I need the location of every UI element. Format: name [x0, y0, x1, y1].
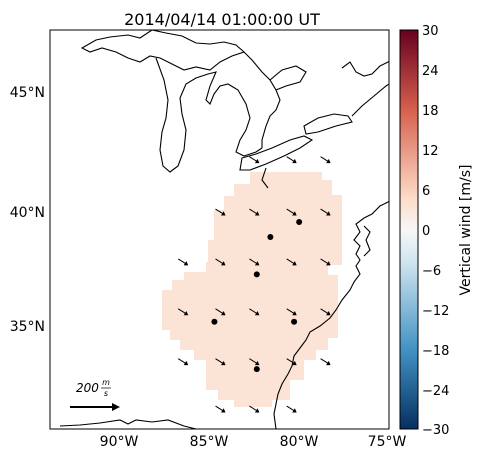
colorbar-tick-label: −24 [422, 384, 449, 399]
radar-station-marker [291, 318, 298, 325]
wind-arrow [286, 156, 297, 164]
wind-arrow [320, 308, 331, 316]
lake-ontario-outline [303, 113, 353, 135]
wind-field-region [162, 172, 342, 407]
wind-arrow [177, 358, 189, 366]
colorbar-tick-label: 0 [422, 224, 430, 239]
y-axis: 45°N 40°N 35°N [10, 85, 45, 335]
lake-erie-outline [239, 135, 314, 171]
wind-arrow [177, 258, 189, 266]
wind-arrow [215, 405, 226, 413]
colorbar-tick-label: 6 [422, 184, 430, 199]
wind-arrow [177, 308, 189, 316]
wind-arrow [320, 208, 331, 216]
wind-arrow [320, 358, 331, 366]
x-tick-label: 85°W [190, 434, 229, 450]
x-tick-label: 90°W [100, 434, 139, 450]
map-area: 200 m s [59, 30, 389, 429]
wind-arrow [286, 405, 297, 413]
scale-arrow-unit-num: m [102, 378, 110, 387]
lake-michigan-outline [155, 57, 263, 173]
wind-arrow [249, 358, 260, 366]
colorbar-label: Vertical wind [m/s] [458, 165, 474, 296]
colorbar-tick-label: −30 [422, 423, 449, 438]
wind-arrow [286, 358, 297, 366]
radar-station-marker [267, 233, 274, 240]
scale-arrow-value: 200 [76, 381, 99, 395]
colorbar-tick-label: 18 [422, 104, 439, 119]
wind-arrow [249, 258, 260, 266]
wind-arrow [286, 208, 297, 216]
colorbar: 30 24 18 12 6 0 −6 −12 −18 −24 −30 Verti… [399, 24, 474, 438]
gulf-coastline [59, 419, 210, 429]
wind-arrow [249, 156, 260, 164]
y-tick-label: 35°N [10, 319, 45, 335]
lake-huron-outline [243, 51, 281, 148]
wind-arrow [215, 308, 226, 316]
atlantic-coastline [273, 200, 389, 429]
radar-station-marker [253, 366, 260, 373]
y-tick-label: 45°N [10, 85, 45, 101]
coastlines [59, 30, 389, 429]
x-tick-label: 80°W [280, 434, 319, 450]
wind-arrow [249, 308, 260, 316]
wind-arrow [286, 308, 297, 316]
map-title: 2014/04/14 01:00:00 UT [124, 10, 320, 29]
scale-arrow: 200 m s [70, 378, 120, 411]
radar-stations [211, 219, 303, 373]
colorbar-gradient [399, 29, 419, 430]
x-axis: 90°W 85°W 80°W 75°W [100, 434, 407, 450]
radar-station-marker [296, 219, 303, 226]
map-frame [49, 29, 390, 430]
colorbar-tick-label: 30 [422, 24, 439, 39]
colorbar-tick-label: 12 [422, 144, 439, 159]
wind-arrow [320, 258, 331, 266]
colorbar-ticks: 30 24 18 12 6 0 −6 −12 −18 −24 −30 [422, 24, 449, 438]
wind-arrow [249, 208, 260, 216]
colorbar-tick-label: 24 [422, 64, 439, 79]
radar-station-marker [253, 271, 260, 278]
wind-arrow [215, 208, 226, 216]
radar-station-marker [211, 318, 218, 325]
scale-arrow-unit-den: s [104, 389, 108, 398]
wind-arrows [177, 156, 331, 413]
colorbar-tick-label: −6 [422, 264, 441, 279]
wind-arrow [215, 358, 226, 366]
x-tick-label: 75°W [368, 434, 407, 450]
colorbar-tick-label: −18 [422, 344, 449, 359]
wind-arrow [249, 405, 260, 413]
wind-arrow [215, 258, 226, 266]
lake-superior-outline [80, 30, 246, 71]
colorbar-tick-label: −12 [422, 304, 449, 319]
wind-arrow [286, 258, 297, 266]
wind-arrow [320, 156, 331, 164]
y-tick-label: 40°N [10, 205, 45, 221]
